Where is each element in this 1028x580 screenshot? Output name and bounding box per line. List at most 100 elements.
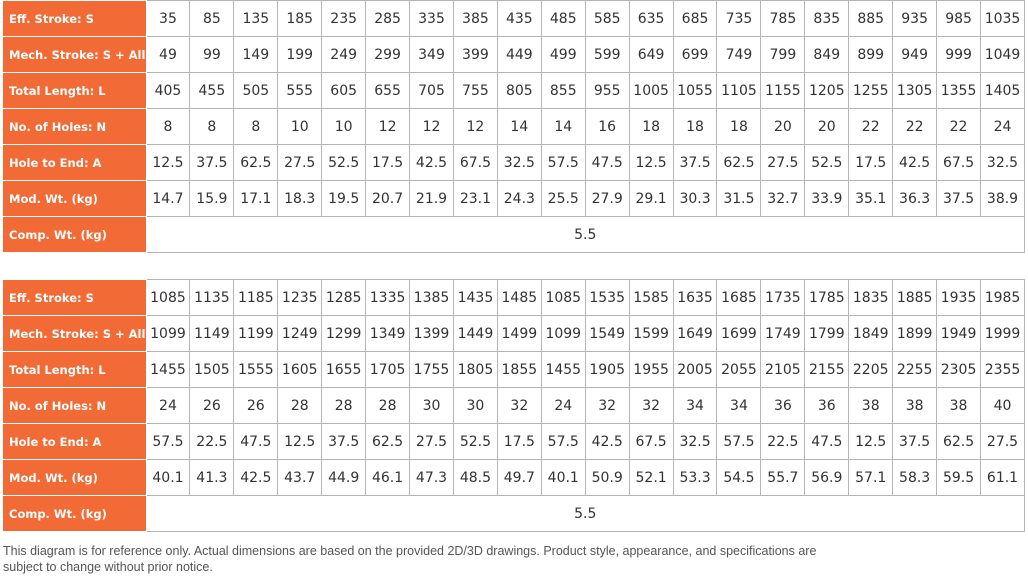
- cell: 12.5: [628, 144, 674, 181]
- cell: 17.1: [233, 180, 279, 217]
- cell: 46.1: [365, 459, 411, 496]
- cell: 1105: [716, 72, 762, 109]
- cell: 499: [540, 36, 586, 73]
- cell: 1555: [233, 351, 279, 388]
- cell: 24: [980, 108, 1025, 145]
- table-row: Mech. Stroke: S + All. 1099 1149 1199 1249 12…: [3, 315, 1025, 352]
- cell: 1085: [145, 279, 191, 316]
- cell: 43.7: [277, 459, 323, 496]
- cell: 32: [628, 387, 674, 424]
- table-row: Total Length: L 405 455 505 555 605 655 705 755 8…: [3, 72, 1025, 109]
- cell: 30: [452, 387, 498, 424]
- cell: 1099: [145, 315, 191, 352]
- cell: 27.5: [277, 144, 323, 181]
- cell: 405: [145, 72, 191, 109]
- cell: 40: [980, 387, 1025, 424]
- row-header: Mech. Stroke: S + All.: [3, 36, 147, 73]
- row-header: Mod. Wt. (kg): [3, 180, 147, 217]
- cell: 2005: [672, 351, 718, 388]
- cell: 885: [848, 0, 894, 37]
- cell: 1235: [277, 279, 323, 316]
- cell: 62.5: [716, 144, 762, 181]
- cell: 1485: [496, 279, 542, 316]
- cell: 1585: [628, 279, 674, 316]
- row-header: Mod. Wt. (kg): [3, 459, 147, 496]
- row-header: Total Length: L: [3, 351, 147, 388]
- cell: 57.5: [540, 144, 586, 181]
- cell: 40.1: [145, 459, 191, 496]
- cell: 1705: [365, 351, 411, 388]
- cell: 149: [233, 36, 279, 73]
- cell: 33.9: [804, 180, 850, 217]
- table-row: Comp. Wt. (kg) 5.5: [3, 216, 1025, 253]
- cell: 56.9: [804, 459, 850, 496]
- cell: 2205: [848, 351, 894, 388]
- cell: 25.5: [540, 180, 586, 217]
- cell: 32.5: [980, 144, 1025, 181]
- cell: 1135: [189, 279, 235, 316]
- cell: 1849: [848, 315, 894, 352]
- cell: 67.5: [628, 423, 674, 460]
- row-header: Hole to End: A: [3, 144, 147, 181]
- cell: 52.5: [321, 144, 367, 181]
- cell: 1399: [409, 315, 454, 352]
- cell: 1885: [892, 279, 938, 316]
- cell: 14: [540, 108, 586, 145]
- spec-table: Eff. Stroke: S 35 85 135 185 235 285 335 385 435 4…: [3, 0, 1025, 253]
- cell: 1255: [848, 72, 894, 109]
- cell: 1985: [980, 279, 1025, 316]
- cell: 1755: [409, 351, 454, 388]
- cell: 399: [452, 36, 498, 73]
- cell: 19.5: [321, 180, 367, 217]
- cell: 67.5: [936, 144, 982, 181]
- spec-table: Eff. Stroke: S 1085 1135 1185 1235 1285 1335 13…: [3, 279, 1025, 532]
- cell: 32.5: [672, 423, 718, 460]
- row-header: Eff. Stroke: S: [3, 279, 147, 316]
- cell: 1505: [189, 351, 235, 388]
- cell: 24: [540, 387, 586, 424]
- cell: 50.9: [584, 459, 630, 496]
- cell: 34: [672, 387, 718, 424]
- cell: 605: [321, 72, 367, 109]
- row-header: Eff. Stroke: S: [3, 0, 147, 37]
- cell: 18: [716, 108, 762, 145]
- cell: 705: [409, 72, 454, 109]
- cell: 37.5: [321, 423, 367, 460]
- cell: 32: [584, 387, 630, 424]
- cell: 12.5: [848, 423, 894, 460]
- cell: 685: [672, 0, 718, 37]
- cell: 36.3: [892, 180, 938, 217]
- cell: 37.5: [936, 180, 982, 217]
- cell: 28: [321, 387, 367, 424]
- cell: 67.5: [452, 144, 498, 181]
- table-row: Total Length: L 1455 1505 1555 1605 1655 1705 1…: [3, 351, 1025, 388]
- cell: 1199: [233, 315, 279, 352]
- cell: 21.9: [409, 180, 454, 217]
- cell: 17.5: [848, 144, 894, 181]
- cell: 505: [233, 72, 279, 109]
- row-header: No. of Holes: N: [3, 387, 147, 424]
- cell: 1635: [672, 279, 718, 316]
- cell: 1285: [321, 279, 367, 316]
- cell: 1349: [365, 315, 411, 352]
- cell: 52.1: [628, 459, 674, 496]
- cell: 57.5: [145, 423, 191, 460]
- cell: 699: [672, 36, 718, 73]
- table-row: Comp. Wt. (kg) 5.5: [3, 495, 1025, 532]
- cell: 22.5: [189, 423, 235, 460]
- cell: 40.1: [540, 459, 586, 496]
- disclaimer: This diagram is for reference only. Actu…: [3, 544, 817, 574]
- cell: 1735: [760, 279, 806, 316]
- cell: 385: [452, 0, 498, 37]
- cell: 22: [936, 108, 982, 145]
- cell: 655: [365, 72, 411, 109]
- cell: 555: [277, 72, 323, 109]
- cell: 1699: [716, 315, 762, 352]
- cell: 1249: [277, 315, 323, 352]
- cell: 2105: [760, 351, 806, 388]
- cell: 49: [145, 36, 191, 73]
- row-header: Total Length: L: [3, 72, 147, 109]
- cell: 17.5: [365, 144, 411, 181]
- cell: 57.5: [716, 423, 762, 460]
- cell: 38: [892, 387, 938, 424]
